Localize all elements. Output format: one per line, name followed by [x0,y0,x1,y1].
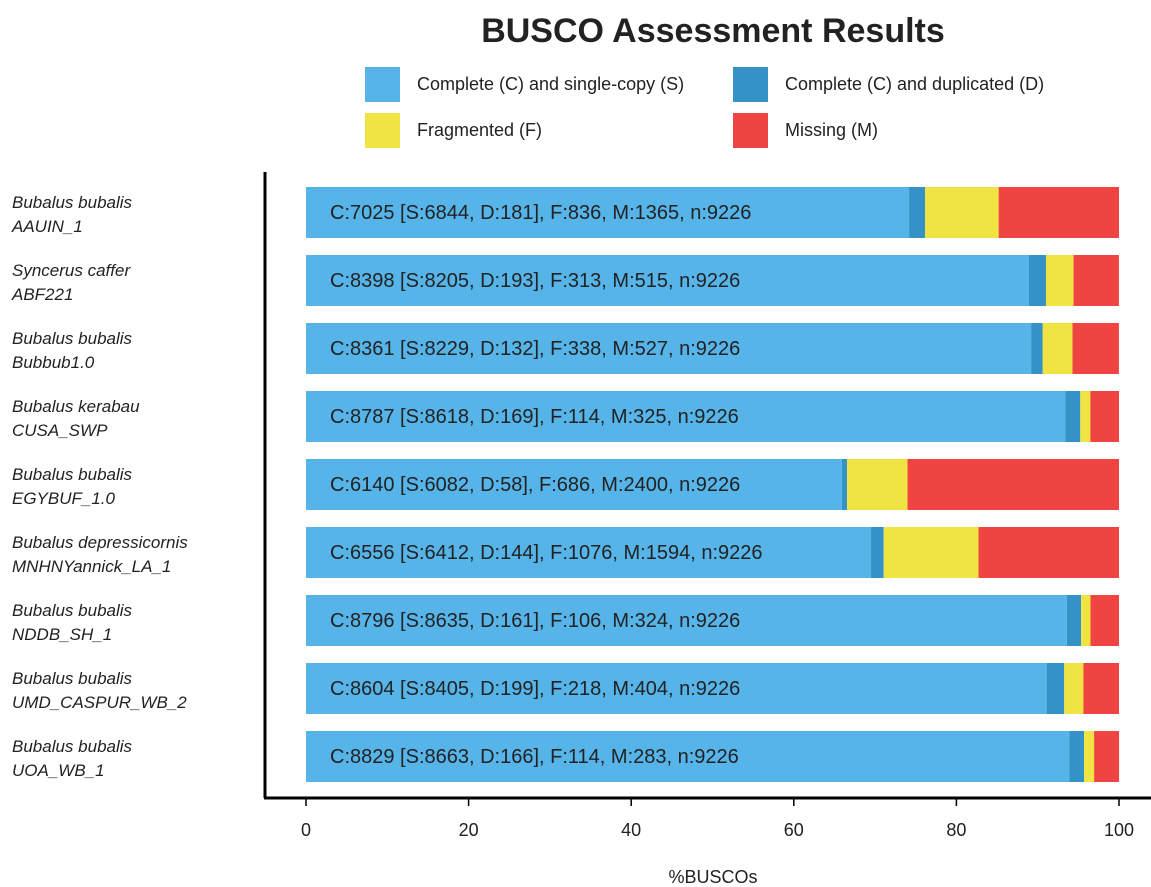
legend-label: Complete (C) and duplicated (D) [785,74,1044,94]
bar-segment [1072,323,1119,374]
bar-segment [306,595,1067,646]
bar-segment [1066,595,1082,646]
bar-segment [306,391,1066,442]
x-tick-label: 100 [1104,820,1134,840]
legend-label: Missing (M) [785,120,878,140]
bar-segment [1069,731,1085,782]
chart-title: BUSCO Assessment Results [481,12,945,50]
bar-segment [306,323,1032,374]
bar-segment [1084,731,1095,782]
x-tick-label: 60 [784,820,804,840]
bar-segment [306,459,842,510]
bar-label: C:8829 [S:8663, D:166], F:114, M:283, n:… [330,746,739,768]
y-tick-label: Bubalus bubalis [12,601,133,620]
bar-segment [1065,391,1081,442]
bar-segment [1094,731,1120,782]
y-tick-label: MNHNYannick_LA_1 [12,557,171,576]
y-tick-label: ABF221 [11,285,73,304]
bar-segment [306,527,872,578]
bar-segment [1031,323,1043,374]
bar-segment [871,527,884,578]
bar-label: C:6140 [S:6082, D:58], F:686, M:2400, n:… [330,474,740,496]
bar-segment [847,459,908,510]
bar-segment [1029,255,1046,306]
bar-segment [841,459,848,510]
bar-segment [1090,595,1119,646]
y-tick-label: Bubalus depressicornis [12,533,188,552]
y-tick-label: Bubalus bubalis [12,329,133,348]
bar-segment [925,187,999,238]
y-tick-label: Bubalus bubalis [12,193,133,212]
bar-segment [1090,391,1119,442]
y-tick-label: EGYBUF_1.0 [12,489,116,508]
bar-segment [1073,255,1119,306]
y-tick-label: NDDB_SH_1 [12,625,112,644]
bar-segment [907,459,1119,510]
x-tick-label: 80 [946,820,966,840]
y-tick-label: Bubalus bubalis [12,737,133,756]
bar-label: C:8796 [S:8635, D:161], F:106, M:324, n:… [330,610,740,632]
bar-segment [1064,663,1084,714]
bar-segment [1080,391,1091,442]
y-tick-label: Bubalus bubalis [12,465,133,484]
bar-segment [998,187,1119,238]
legend-label: Fragmented (F) [417,120,542,140]
legend-swatch [733,67,768,102]
x-axis-label: %BUSCOs [668,867,757,887]
y-tick-label: CUSA_SWP [12,421,108,440]
x-tick-label: 40 [621,820,641,840]
bar-label: C:8398 [S:8205, D:193], F:313, M:515, n:… [330,270,740,292]
bar-segment [1045,255,1074,306]
y-tick-label: Bubbub1.0 [12,353,95,372]
y-tick-label: Syncerus caffer [12,261,131,280]
legend-swatch [365,67,400,102]
bar-segment [306,255,1030,306]
legend-label: Complete (C) and single-copy (S) [417,74,684,94]
bar-segment [1083,663,1119,714]
x-tick-label: 20 [459,820,479,840]
bar-segment [306,187,910,238]
bar-segment [306,731,1070,782]
bar-segment [1081,595,1091,646]
y-tick-label: Bubalus kerabau [12,397,140,416]
y-tick-label: Bubalus bubalis [12,669,133,688]
bar-segment [1042,323,1073,374]
y-tick-label: UOA_WB_1 [12,761,105,780]
bar-label: C:8361 [S:8229, D:132], F:338, M:527, n:… [330,338,740,360]
legend-swatch [365,113,400,148]
y-tick-label: AAUIN_1 [11,217,83,236]
bar-segment [883,527,979,578]
bar-label: C:6556 [S:6412, D:144], F:1076, M:1594, … [330,542,763,564]
bar-label: C:7025 [S:6844, D:181], F:836, M:1365, n… [330,202,751,224]
bar-segment [978,527,1119,578]
bar-label: C:8604 [S:8405, D:199], F:218, M:404, n:… [330,678,740,700]
bar-segment [909,187,926,238]
bar-label: C:8787 [S:8618, D:169], F:114, M:325, n:… [330,406,739,428]
y-tick-label: UMD_CASPUR_WB_2 [12,693,187,712]
bar-segment [1046,663,1065,714]
bar-segment [306,663,1047,714]
x-tick-label: 0 [301,820,311,840]
legend-swatch [733,113,768,148]
